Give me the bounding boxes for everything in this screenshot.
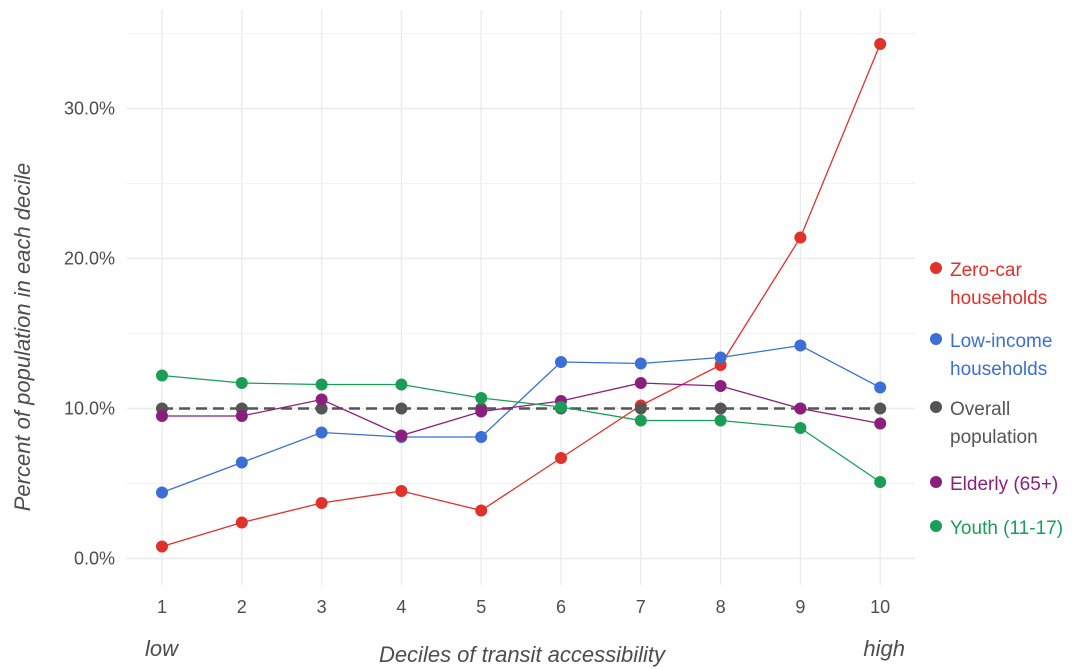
legend-label: Low-income [950,331,1052,352]
legend-marker [930,262,942,274]
y-tick-label: 0.0% [74,549,115,569]
legend-item-overall-population: Overall population [930,399,1038,448]
data-point-youth-11-17 [634,414,647,427]
data-point-low-income-households [475,431,488,443]
data-point-zero-car-households [475,504,488,517]
data-point-overall-population [315,402,328,415]
data-point-elderly-65 [475,405,488,418]
y-tick-label: 10.0% [64,399,115,419]
x-tick-label: 10 [870,597,890,617]
series-points [156,38,887,553]
data-point-youth-11-17 [235,377,248,389]
series-line-elderly-65 [162,382,881,437]
legend-label: Overall [950,399,1010,420]
legend-label: Elderly (65+) [950,474,1058,495]
legend-label: households [950,288,1047,309]
series-line-low-income-households [161,344,881,494]
data-point-youth-11-17 [475,392,488,404]
x-tick-label: 5 [476,597,486,617]
axis-ticks: 0.0% 10.0% 20.0% 30.0% 1 2 3 4 5 6 7 8 9 10 [64,99,890,618]
x-tick-label: 8 [716,597,726,617]
x-axis-low-label: low [145,636,180,661]
data-point-elderly-65 [235,410,248,422]
data-point-elderly-65 [714,380,727,392]
legend-label: households [950,359,1047,380]
data-point-low-income-households [235,456,248,469]
data-point-low-income-households [156,486,168,499]
legend-label: Zero-car [950,260,1022,281]
legend-label: population [950,427,1038,448]
series-lines [161,43,881,548]
data-point-elderly-65 [874,417,887,430]
data-point-youth-11-17 [555,401,567,413]
data-point-zero-car-households [395,485,408,497]
data-point-elderly-65 [634,377,647,389]
data-point-elderly-65 [315,393,328,406]
x-tick-label: 1 [157,597,167,617]
gridlines [127,10,915,585]
data-point-low-income-households [634,357,647,370]
data-point-overall-population [874,402,887,415]
x-axis-title: Deciles of transit accessibility [379,642,667,667]
legend-marker [930,520,942,532]
x-tick-label: 9 [795,597,805,617]
data-point-zero-car-households [156,540,168,553]
legend-marker [930,401,942,413]
legend-marker [930,476,942,488]
data-point-overall-population [714,402,727,415]
data-point-low-income-households [555,356,567,368]
data-point-zero-car-households [874,38,887,50]
y-axis-title: Percent of population in each decile [10,163,35,512]
data-point-low-income-households [794,339,807,352]
data-point-overall-population [634,402,647,415]
data-point-low-income-households [315,426,328,439]
data-point-elderly-65 [794,402,807,415]
x-tick-label: 4 [396,597,406,617]
data-point-zero-car-households [315,497,328,509]
series-line-youth-11-17 [161,374,881,483]
data-point-youth-11-17 [874,476,887,488]
legend-label: Youth (11-17) [950,518,1063,539]
data-point-low-income-households [714,351,727,364]
data-point-elderly-65 [156,410,168,422]
data-point-low-income-households [874,381,887,394]
legend-item-zero-car-households: Zero-car households [930,260,1047,309]
data-point-zero-car-households [794,231,807,244]
x-axis-high-label: high [863,636,905,661]
y-tick-label: 20.0% [64,249,115,269]
legend: Zero-car households Low-income households Ov… [930,260,1063,539]
data-point-youth-11-17 [156,369,168,382]
legend-item-elderly-65: Elderly (65+) [930,474,1058,495]
x-tick-label: 6 [556,597,566,617]
x-tick-label: 3 [317,597,327,617]
data-point-youth-11-17 [714,414,727,427]
legend-marker [930,333,942,345]
y-tick-label: 30.0% [64,99,115,119]
data-point-youth-11-17 [794,422,807,434]
data-point-youth-11-17 [395,378,408,391]
data-point-youth-11-17 [315,378,328,391]
data-point-zero-car-households [555,452,567,464]
x-tick-label: 2 [237,597,247,617]
legend-item-youth-11-17: Youth (11-17) [930,518,1063,539]
data-point-elderly-65 [395,429,408,442]
data-point-overall-population [395,402,408,415]
x-tick-label: 7 [636,597,646,617]
series-line-zero-car-households [161,43,881,548]
data-point-zero-car-households [235,516,248,529]
legend-item-low-income-households: Low-income households [930,331,1052,380]
